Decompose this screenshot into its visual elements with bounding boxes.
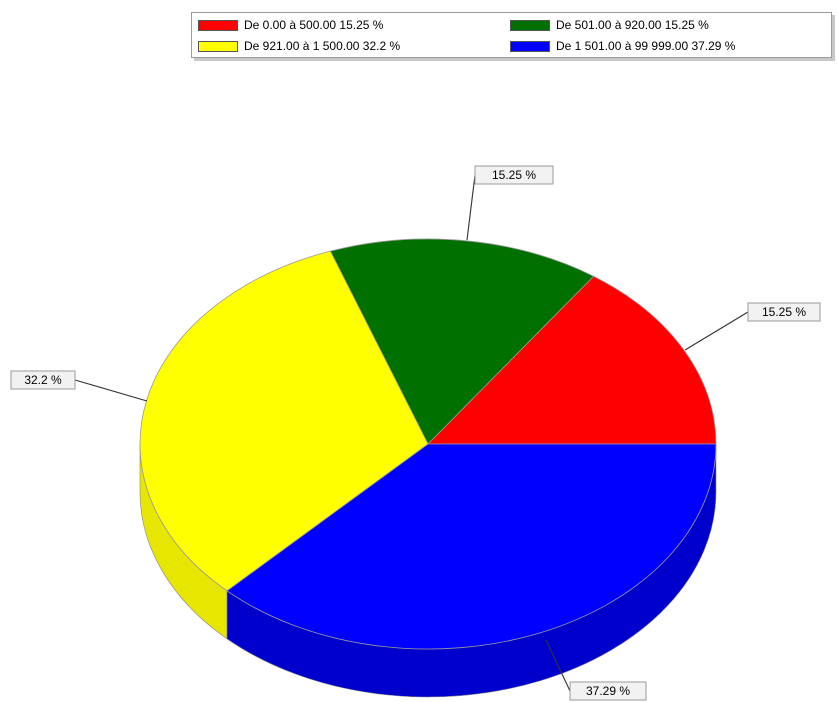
pie-data-labels: 15.25 % 15.25 % 32.2 % 37.29 %	[10, 165, 821, 701]
legend-item: De 501.00 à 920.00 15.25 %	[510, 17, 709, 33]
data-label: 15.25 %	[492, 168, 536, 182]
data-label: 37.29 %	[586, 684, 630, 698]
leader-line	[545, 639, 571, 692]
legend-label: De 501.00 à 920.00 15.25 %	[556, 18, 709, 32]
legend-item: De 1 501.00 à 99 999.00 37.29 %	[510, 38, 735, 54]
legend-swatch	[198, 40, 238, 52]
leader-line	[74, 379, 148, 402]
legend-item: De 921.00 à 1 500.00 32.2 %	[198, 38, 400, 54]
data-label-box	[474, 165, 554, 185]
data-label-box	[569, 681, 647, 701]
legend-item: De 0.00 à 500.00 15.25 %	[198, 17, 383, 33]
data-label-box	[10, 370, 76, 390]
leader-line	[684, 311, 749, 351]
pie-slice	[226, 443, 717, 650]
legend-label: De 921.00 à 1 500.00 32.2 %	[244, 39, 401, 53]
legend-label: De 0.00 à 500.00 15.25 %	[244, 18, 384, 32]
pie-slices	[139, 238, 717, 650]
leader-line	[466, 174, 476, 241]
pie-slice	[427, 275, 717, 445]
legend-swatch	[198, 19, 238, 31]
data-label-box	[747, 302, 821, 322]
chart-legend: De 0.00 à 500.00 15.25 % De 501.00 à 920…	[191, 12, 832, 58]
legend-label: De 1 501.00 à 99 999.00 37.29 %	[556, 39, 736, 53]
data-label: 32.2 %	[24, 373, 62, 387]
data-label: 15.25 %	[762, 305, 806, 319]
pie-slice	[329, 238, 595, 445]
legend-swatch	[510, 40, 550, 52]
legend-swatch	[510, 19, 550, 31]
